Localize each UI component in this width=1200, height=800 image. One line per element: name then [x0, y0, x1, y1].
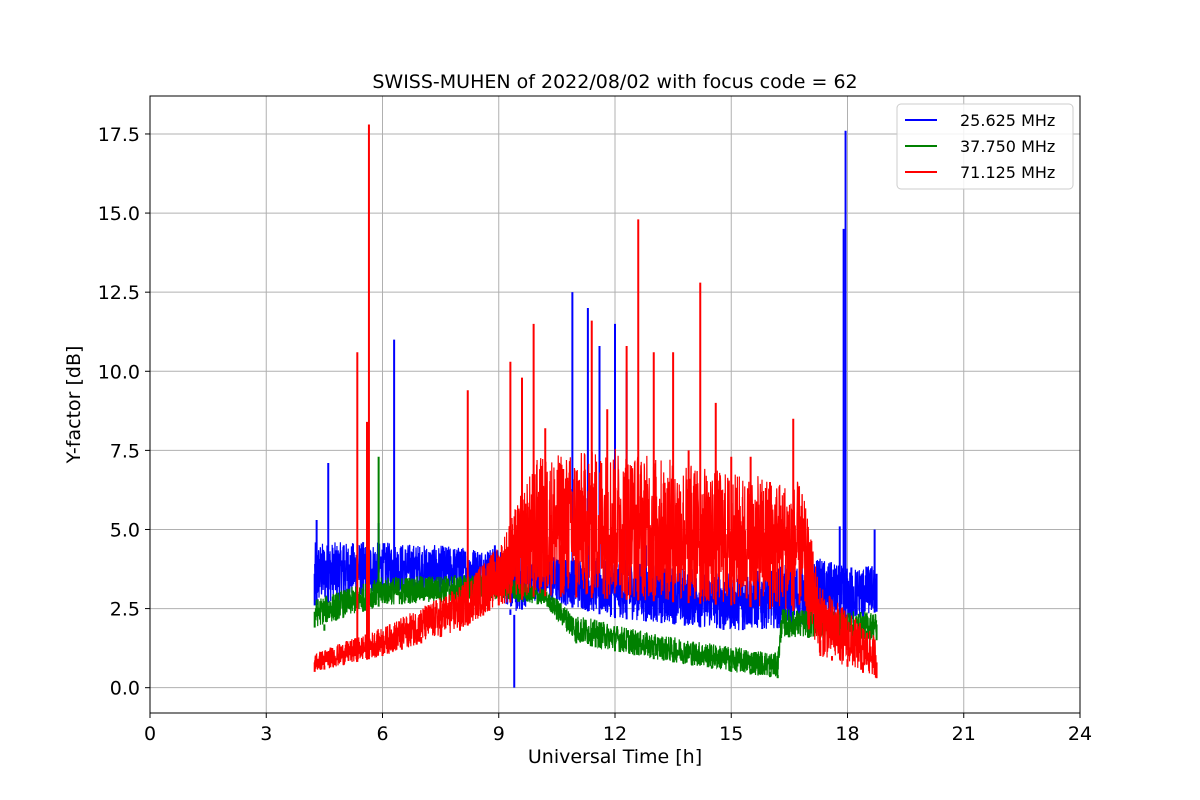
x-tick-label: 0: [144, 723, 156, 745]
chart-title: SWISS-MUHEN of 2022/08/02 with focus cod…: [372, 71, 857, 93]
series-1: [313, 456, 878, 679]
series-band: [314, 448, 878, 678]
x-tick-label: 3: [260, 723, 272, 745]
x-tick-label: 24: [1068, 723, 1092, 745]
y-tick-label: 7.5: [110, 440, 140, 462]
y-axis-label: Y-factor [dB]: [63, 346, 85, 465]
y-tick-label: 15.0: [98, 203, 140, 225]
y-axis: 0.0 2.5 5.0 7.5 10.0 12.5 15.0 17.5: [98, 124, 150, 700]
y-tick-label: 0.0: [110, 678, 140, 700]
series-layer: [313, 124, 878, 688]
y-tick-label: 10.0: [98, 361, 140, 383]
y-tick-label: 2.5: [110, 599, 140, 621]
legend: 25.625 MHz 37.750 MHz 71.125 MHz: [896, 103, 1074, 190]
x-tick-label: 9: [493, 723, 505, 745]
y-tick-label: 5.0: [110, 519, 140, 541]
x-tick-label: 15: [719, 723, 743, 745]
x-axis-label: Universal Time [h]: [528, 746, 702, 768]
x-tick-label: 12: [603, 723, 627, 745]
legend-label: 37.750 MHz: [960, 137, 1055, 156]
legend-box: [896, 103, 1074, 190]
x-tick-label: 21: [952, 723, 976, 745]
y-tick-label: 17.5: [98, 124, 140, 146]
y-tick-label: 12.5: [98, 282, 140, 304]
legend-label: 25.625 MHz: [960, 111, 1055, 130]
legend-label: 71.125 MHz: [960, 163, 1055, 182]
x-tick-label: 6: [376, 723, 388, 745]
x-tick-label: 18: [835, 723, 859, 745]
series-2: [313, 124, 878, 679]
x-axis: 0 3 6 9 12 15 18 21 24: [144, 713, 1092, 745]
